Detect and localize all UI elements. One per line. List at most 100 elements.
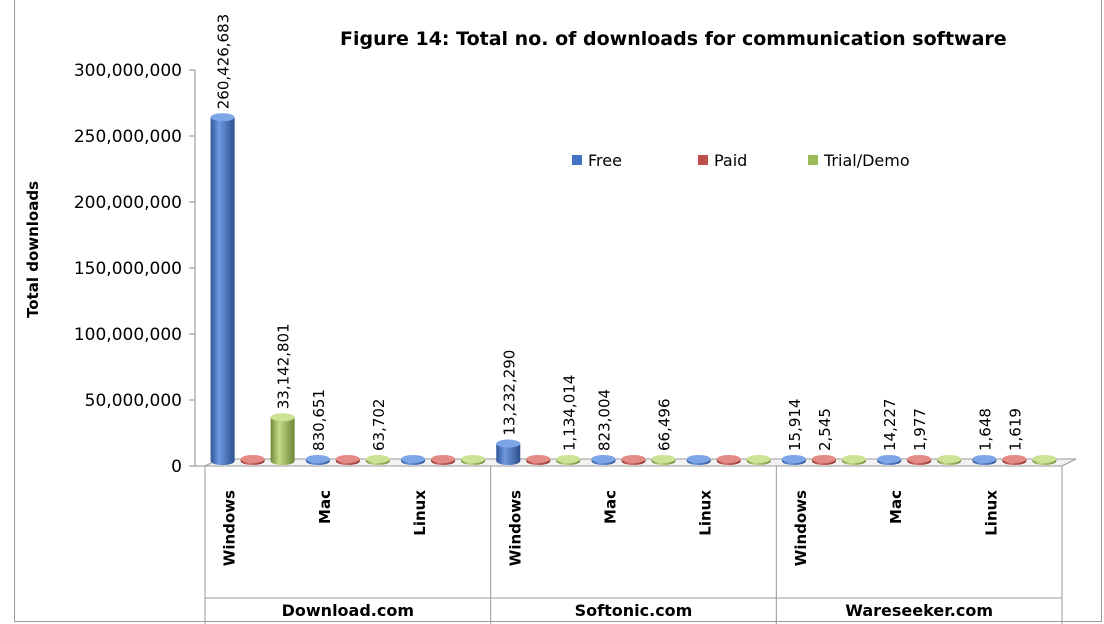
bar-download-com-linux-trial-demo: [461, 455, 486, 465]
bar-wareseeker-com-windows-paid: [811, 455, 836, 465]
bar-softonic-com-windows-free-top: [496, 439, 521, 448]
bar-wareseeker-com-mac-trial-demo: [937, 455, 962, 465]
data-label: 33,142,801: [275, 323, 293, 409]
legend: Free Paid Trial/Demo: [572, 151, 910, 170]
bar-wareseeker-com-linux-paid-top: [1002, 455, 1027, 463]
bar-softonic-com-windows-paid: [526, 455, 551, 465]
bar-wareseeker-com-mac-trial-demo-top: [937, 455, 962, 463]
data-label: 830,651: [310, 389, 328, 451]
bar-softonic-com-windows-trial-demo-top: [556, 455, 581, 463]
data-label: 14,227: [881, 399, 899, 452]
site-label-wareseeker-com: Wareseeker.com: [845, 601, 993, 620]
bar-wareseeker-com-linux-trial-demo-top: [1032, 455, 1057, 463]
os-label-download-com-linux: Linux: [411, 490, 429, 536]
os-label-wareseeker-com-windows: Windows: [792, 490, 810, 566]
bar-download-com-mac-free: [305, 455, 330, 465]
os-label-wareseeker-com-mac: Mac: [887, 490, 905, 524]
os-label-softonic-com-mac: Mac: [602, 490, 620, 524]
bar-softonic-com-mac-trial-demo-top: [651, 455, 676, 463]
y-tick-label: 100,000,000: [74, 325, 182, 345]
bar-wareseeker-com-linux-trial-demo: [1032, 455, 1057, 465]
y-tick-label: 150,000,000: [74, 259, 182, 279]
site-label-softonic-com: Softonic.com: [575, 601, 693, 620]
x-axis: Windows Mac Linux Download.com Windows Mac Lin…: [204, 466, 1063, 624]
bar-softonic-com-mac-paid-top: [621, 455, 646, 463]
y-tick-label: 300,000,000: [74, 61, 182, 81]
legend-label-free: Free: [588, 151, 622, 170]
data-label: 1,619: [1006, 408, 1024, 451]
data-label: 13,232,290: [500, 350, 518, 436]
y-axis-label: Total downloads: [24, 181, 42, 318]
bar-softonic-com-linux-free-top: [686, 455, 711, 463]
bar-softonic-com-windows-free-body: [496, 443, 521, 465]
bar-wareseeker-com-mac-free: [877, 455, 902, 465]
bar-softonic-com-windows-paid-top: [526, 455, 551, 463]
bar-download-com-windows-paid-top: [240, 455, 265, 463]
legend-item-free: Free: [572, 151, 622, 170]
y-tick-label: 250,000,000: [74, 127, 182, 147]
data-label: 1,977: [911, 408, 929, 451]
bar-wareseeker-com-linux-free: [972, 455, 997, 465]
bar-download-com-linux-free-top: [401, 455, 426, 463]
data-label: 823,004: [596, 389, 614, 451]
data-label: 66,496: [656, 399, 674, 452]
bar-download-com-windows-trial-demo: [270, 413, 295, 465]
bar-wareseeker-com-linux-free-top: [972, 455, 997, 463]
bar-wareseeker-com-windows-free-top: [781, 455, 806, 463]
bar-download-com-mac-paid-top: [335, 455, 360, 463]
bar-download-com-windows-free-body: [210, 117, 235, 465]
bar-download-com-mac-trial-demo: [365, 455, 390, 465]
data-label: 1,648: [976, 408, 994, 451]
bars-layer: [210, 113, 1057, 465]
bar-wareseeker-com-mac-paid: [907, 455, 932, 465]
os-label-download-com-windows: Windows: [221, 490, 239, 566]
y-tick-label: 0: [171, 457, 182, 477]
bar-softonic-com-mac-trial-demo: [651, 455, 676, 465]
legend-swatch-trial-demo: [808, 155, 818, 165]
bar-softonic-com-mac-free-top: [591, 455, 616, 463]
bar-wareseeker-com-mac-free-top: [877, 455, 902, 463]
os-label-softonic-com-linux: Linux: [697, 490, 715, 536]
bar-download-com-linux-paid-top: [431, 455, 456, 463]
bar-softonic-com-mac-free: [591, 455, 616, 465]
legend-item-trial-demo: Trial/Demo: [808, 151, 910, 170]
bar-wareseeker-com-windows-paid-top: [811, 455, 836, 463]
bar-download-com-linux-trial-demo-top: [461, 455, 486, 463]
bar-softonic-com-linux-paid-top: [716, 455, 741, 463]
data-label: 63,702: [370, 399, 388, 452]
bar-download-com-windows-paid: [240, 455, 265, 465]
chart-title: Figure 14: Total no. of downloads for co…: [340, 28, 1007, 50]
y-tick-label: 200,000,000: [74, 193, 182, 213]
legend-label-paid: Paid: [714, 151, 747, 170]
os-label-wareseeker-com-linux: Linux: [982, 490, 1000, 536]
bar-softonic-com-mac-paid: [621, 455, 646, 465]
bar-download-com-mac-paid: [335, 455, 360, 465]
bar-download-com-windows-trial-demo-top: [270, 413, 295, 422]
legend-swatch-paid: [698, 155, 708, 165]
bar-softonic-com-linux-trial-demo: [746, 455, 771, 465]
bar-wareseeker-com-windows-free: [781, 455, 806, 465]
bar-softonic-com-linux-free: [686, 455, 711, 465]
data-label: 1,134,014: [560, 375, 578, 451]
bar-softonic-com-windows-trial-demo: [556, 455, 581, 465]
bar-wareseeker-com-linux-paid: [1002, 455, 1027, 465]
data-label: 15,914: [786, 399, 804, 452]
y-tick-label: 50,000,000: [85, 391, 182, 411]
legend-label-trial-demo: Trial/Demo: [823, 151, 910, 170]
os-label-download-com-mac: Mac: [316, 490, 334, 524]
bar-download-com-linux-paid: [431, 455, 456, 465]
bar-softonic-com-linux-trial-demo-top: [746, 455, 771, 463]
bar-softonic-com-linux-paid: [716, 455, 741, 465]
legend-item-paid: Paid: [698, 151, 747, 170]
bar-wareseeker-com-windows-trial-demo-top: [841, 455, 866, 463]
site-label-download-com: Download.com: [282, 601, 414, 620]
y-axis: 0 50,000,000 100,000,000 150,000,000 200,000…: [74, 61, 196, 477]
data-label: 2,545: [816, 408, 834, 451]
bar-download-com-linux-free: [401, 455, 426, 465]
data-label: 260,426,683: [215, 14, 233, 109]
bar-softonic-com-windows-free: [496, 439, 521, 465]
bar-download-com-mac-trial-demo-top: [365, 455, 390, 463]
legend-swatch-free: [572, 155, 582, 165]
data-labels-layer: 260,426,683 33,142,801 830,651 63,702 13,232…: [215, 14, 1025, 451]
